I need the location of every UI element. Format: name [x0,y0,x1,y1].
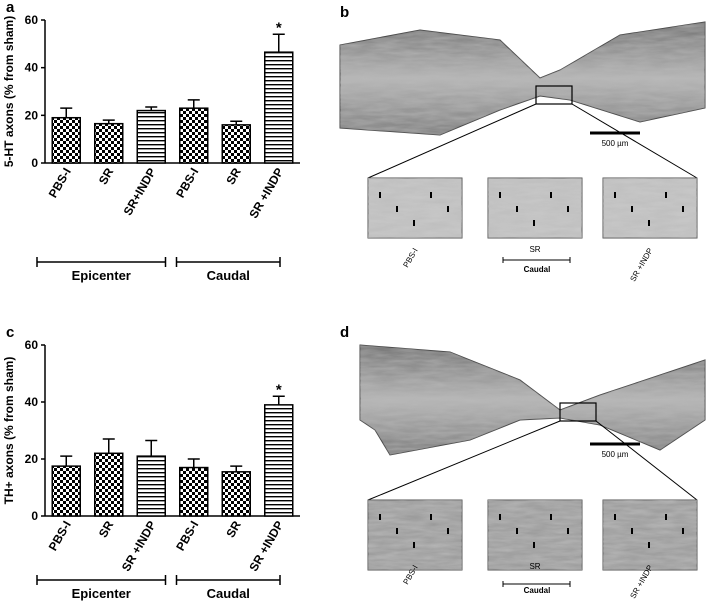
bar [179,107,209,164]
error-bar [272,33,285,53]
y-tick-label: 20 [25,108,39,122]
bar [179,466,209,517]
y-tick-label: 20 [25,452,39,466]
panel-letter: d [340,324,349,341]
panel-letter: c [6,324,14,341]
group-bracket [36,257,167,267]
inset-texture [368,178,462,238]
y-tick-label: 0 [31,509,38,523]
x-tick-label: SR +INDP [246,166,286,221]
error-bar [187,99,200,109]
y-axis-label: TH+ axons (% from sham) [2,357,16,505]
group-label: Caudal [207,586,250,601]
inset-texture [603,500,697,570]
error-bar [60,107,73,118]
bar [221,124,251,164]
zoom-box [559,402,597,422]
group-label: Epicenter [72,268,131,283]
zoom-box [535,85,573,105]
bar [264,51,294,164]
inset-texture [603,178,697,238]
y-tick-label: 0 [31,156,38,170]
inset-label: SR [529,245,540,254]
group-bracket [36,575,167,585]
x-tick-label: PBS-I [46,519,74,554]
y-tick-label: 60 [25,338,39,352]
zoom-line [367,103,537,179]
zoom-line [595,420,698,501]
significance-label: * [276,19,282,36]
group-label: Caudal [207,268,250,283]
x-tick-label: SR +INDP [246,519,286,574]
inset-label: SR +INDP [628,247,654,284]
y-axis-label: 5-HT axons (% from sham) [2,16,16,167]
x-tick-label: SR [223,518,244,540]
x-tick-label: SR+INDP [121,166,159,218]
group-bracket [502,581,571,587]
bar [51,465,81,517]
zoom-line [367,420,561,501]
scale-bar-label: 500 µm [602,139,629,148]
x-tick-label: SR [223,165,244,187]
group-bracket [175,257,281,267]
bar [264,404,294,517]
error-bar [230,120,243,125]
zoom-line [571,103,698,179]
bar [51,116,81,164]
x-tick-label: PBS-I [173,166,201,201]
group-label: Caudal [524,586,551,595]
tissue-texture [340,22,705,135]
y-tick-label: 40 [25,395,39,409]
x-tick-label: SR [96,518,117,540]
x-tick-label: PBS-I [46,166,74,201]
group-label: Caudal [524,265,551,274]
error-bar [187,458,200,468]
error-bar [102,438,115,454]
error-bar [230,465,243,472]
error-bar [60,455,73,467]
group-bracket [502,257,571,263]
y-tick-label: 40 [25,61,39,75]
panel-letter: b [340,4,349,21]
group-bracket [175,575,281,585]
x-tick-label: SR [96,165,117,187]
x-tick-label: SR +INDP [119,519,159,574]
x-tick-label: PBS-I [173,519,201,554]
bar [221,471,251,517]
error-bar [272,395,285,405]
bar [94,452,124,517]
error-bar [102,119,115,124]
bar [136,109,166,164]
error-bar [145,439,158,457]
tissue-texture [360,345,705,455]
error-bar [145,106,158,111]
panel-letter: a [6,0,15,16]
inset-texture [488,178,582,238]
group-label: Epicenter [72,586,131,601]
significance-label: * [276,381,282,398]
inset-label: PBS-I [401,247,419,270]
bar [136,455,166,517]
scale-bar-label: 500 µm [602,450,629,459]
inset-texture [488,500,582,570]
inset-label: SR [529,562,540,571]
inset-texture [368,500,462,570]
y-tick-label: 60 [25,13,39,27]
bar [94,122,124,164]
